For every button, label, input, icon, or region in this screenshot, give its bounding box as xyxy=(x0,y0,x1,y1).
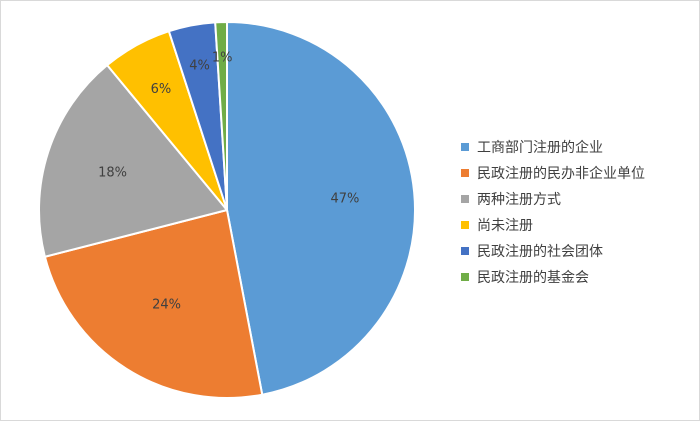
legend-label-5: 民政注册的基金会 xyxy=(477,270,589,286)
legend-item-3: 尚未注册 xyxy=(461,212,691,238)
pie-slice-2 xyxy=(38,64,228,258)
pie-label-3: 6% xyxy=(151,82,172,97)
pie-label-0: 47% xyxy=(330,191,359,206)
legend-swatch-0 xyxy=(461,143,469,151)
pie-label-5: 1% xyxy=(212,50,233,65)
legend-item-2: 两种注册方式 xyxy=(461,186,691,212)
pie-slice-1 xyxy=(43,209,264,399)
legend: 工商部门注册的企业 民政注册的民办非企业单位 两种注册方式 尚未注册 民政注册的… xyxy=(461,134,691,290)
legend-item-5: 民政注册的基金会 xyxy=(461,264,691,290)
legend-label-2: 两种注册方式 xyxy=(477,192,561,208)
legend-item-1: 民政注册的民办非企业单位 xyxy=(461,160,691,186)
pie-slice-5 xyxy=(214,20,228,211)
legend-swatch-1 xyxy=(461,169,469,177)
legend-label-3: 尚未注册 xyxy=(477,218,533,234)
legend-swatch-2 xyxy=(461,195,469,203)
legend-swatch-3 xyxy=(461,221,469,229)
legend-label-1: 民政注册的民办非企业单位 xyxy=(477,166,645,182)
legend-swatch-4 xyxy=(461,247,469,255)
legend-item-4: 民政注册的社会团体 xyxy=(461,238,691,264)
pie-slice-0 xyxy=(226,21,417,396)
legend-label-4: 民政注册的社会团体 xyxy=(477,244,603,260)
legend-item-0: 工商部门注册的企业 xyxy=(461,134,691,160)
pie-label-2: 18% xyxy=(98,165,127,180)
pie-label-1: 24% xyxy=(152,298,181,313)
pie-label-4: 4% xyxy=(189,59,210,74)
legend-swatch-5 xyxy=(461,273,469,281)
legend-label-0: 工商部门注册的企业 xyxy=(477,140,603,156)
